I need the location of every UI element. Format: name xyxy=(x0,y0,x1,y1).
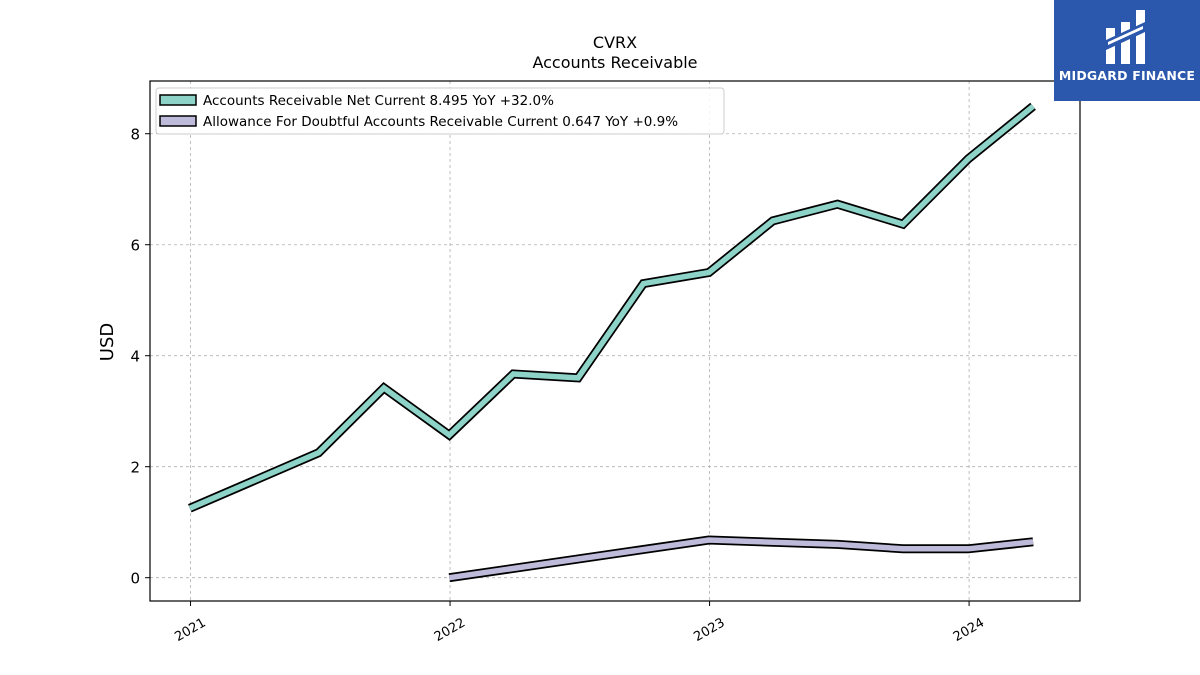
plot-area-frame xyxy=(149,80,1081,602)
legend-swatch-allowance-doubtful xyxy=(159,115,197,127)
y-tick-label: 6 xyxy=(130,237,140,255)
series-lines xyxy=(188,102,1036,583)
x-tick-label: 2024 xyxy=(951,615,987,645)
series-line-accounts-receivable xyxy=(188,104,1035,511)
chart-subtitle: Accounts Receivable xyxy=(532,53,697,72)
x-tick-label: 2023 xyxy=(691,615,727,645)
brand-logo: MIDGARD FINANCE xyxy=(1054,0,1200,101)
y-tick-label: 0 xyxy=(130,570,140,588)
legend: Accounts Receivable Net Current 8.495 Yo… xyxy=(155,87,725,135)
legend-swatch-accounts-receivable xyxy=(159,94,197,106)
y-tick-label: 4 xyxy=(130,348,140,366)
series-outline-accounts-receivable xyxy=(188,102,1036,513)
x-tick-label: 2021 xyxy=(172,615,208,645)
y-tick-label: 8 xyxy=(130,126,140,144)
y-tick-label: 2 xyxy=(130,459,140,477)
series-line-allowance-doubtful xyxy=(448,537,1034,581)
x-tick-label: 2022 xyxy=(432,615,468,645)
series-outline-allowance-doubtful xyxy=(448,535,1034,583)
axis-ticks: 0 2 4 6 8 2021 2022 2023 2024 xyxy=(130,126,987,645)
legend-frame xyxy=(155,87,725,135)
grid xyxy=(150,81,1080,601)
y-axis-label: USD xyxy=(97,323,118,361)
brand-name: MIDGARD FINANCE xyxy=(1058,68,1196,83)
legend-label-allowance-doubtful: Allowance For Doubtful Accounts Receivab… xyxy=(203,114,678,130)
midgard-finance-logo-icon xyxy=(1106,10,1145,64)
legend-label-accounts-receivable: Accounts Receivable Net Current 8.495 Yo… xyxy=(203,93,554,109)
chart-title: CVRX xyxy=(593,33,637,52)
